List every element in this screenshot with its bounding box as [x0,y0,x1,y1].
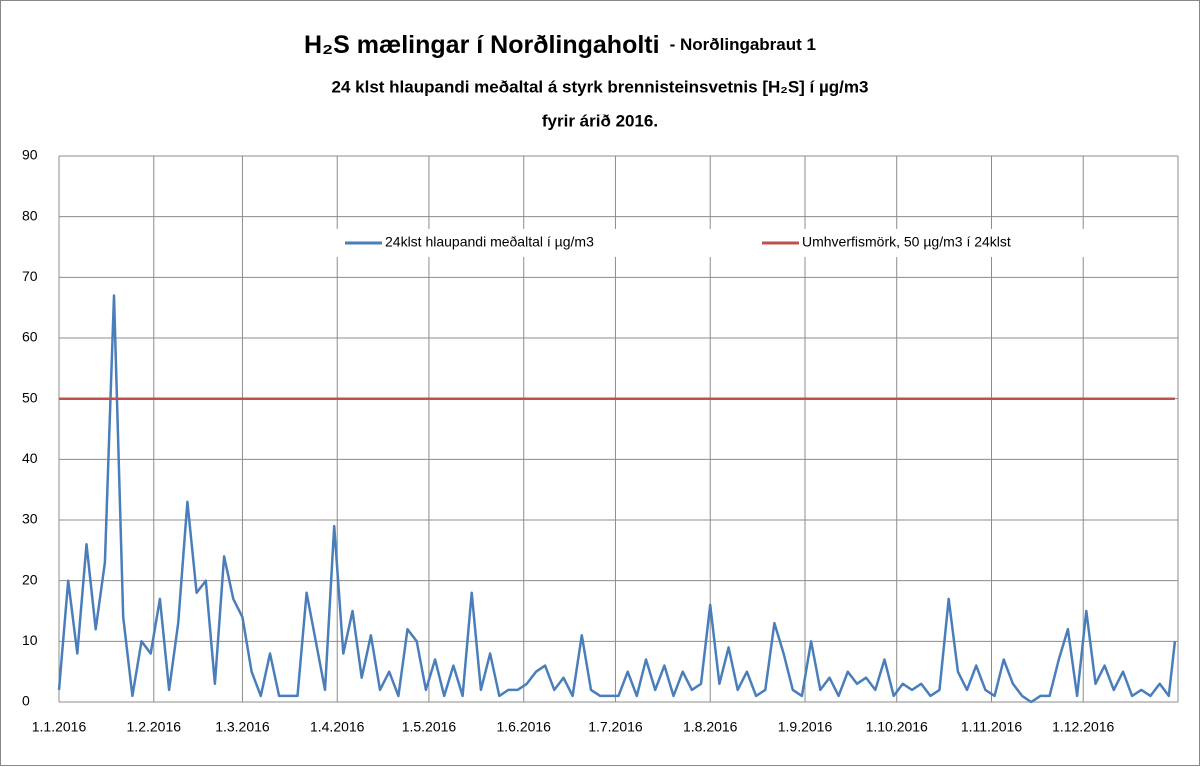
chart-title-line: H₂S mælingar í Norðlingaholti - Norðlinga… [304,31,816,59]
chart-subtitle: 24 klst hlaupandi meðaltal á styrk brenn… [332,77,869,96]
x-tick-label: 1.8.2016 [683,719,738,735]
x-tick-label: 1.5.2016 [402,719,457,735]
y-tick-label: 0 [22,693,30,709]
x-tick-label: 1.12.2016 [1052,719,1114,735]
grid: 0 10 20 30 40 50 60 70 80 90 1.1.2016 1.2.2016 1.3.2… [22,147,1179,735]
y-tick-label: 60 [22,329,38,345]
legend-label: 24klst hlaupandi meðaltal í µg/m3 [385,234,594,250]
x-tick-label: 1.4.2016 [310,719,365,735]
legend: 24klst hlaupandi meðaltal í µg/m3 Umhverf… [330,229,1120,257]
plot [57,294,1177,704]
legend-label: Umhverfismörk, 50 µg/m3 í 24klst [802,234,1011,250]
x-tick-label: 1.11.2016 [961,719,1022,735]
x-tick-label: 1.7.2016 [588,719,643,735]
x-tick-label: 1.6.2016 [496,719,551,735]
chart-title: H₂S mælingar í Norðlingaholti [304,31,660,59]
y-tick-label: 20 [22,571,38,587]
y-tick-label: 40 [22,450,38,466]
legend-box [330,229,1120,257]
y-tick-label: 80 [22,207,38,223]
y-tick-label: 10 [22,632,38,648]
y-tick-label: 30 [22,511,38,527]
x-tick-label: 1.9.2016 [778,719,833,735]
x-tick-label: 1.10.2016 [866,719,928,735]
chart-subtitle: fyrir árið 2016. [542,111,658,130]
y-tick-label: 70 [22,268,38,284]
x-tick-label: 1.1.2016 [32,719,87,735]
chart-subtitle: - Norðlingabraut 1 [670,35,816,54]
data-line [57,294,1177,704]
x-tick-label: 1.2.2016 [127,719,182,735]
y-tick-label: 90 [22,147,38,163]
x-tick-label: 1.3.2016 [215,719,270,735]
y-tick-label: 50 [22,389,38,405]
